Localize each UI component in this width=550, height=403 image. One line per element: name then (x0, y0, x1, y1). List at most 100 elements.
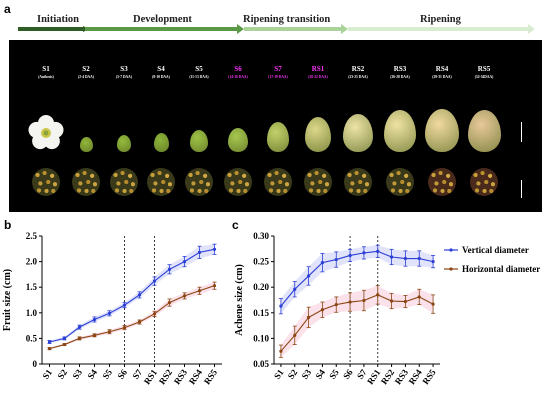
data-point (152, 312, 157, 316)
scale-bar-fruit (521, 122, 522, 142)
achene-cluster-image (386, 168, 414, 196)
legend-label: Vertical diameter (462, 245, 529, 255)
data-point (431, 260, 435, 264)
stage-column: S3 (5-7 DAA) (105, 40, 143, 196)
data-point (197, 250, 202, 254)
phase-label-initiation: Initiation (37, 14, 80, 25)
data-point (47, 340, 52, 344)
data-point (293, 333, 297, 337)
x-tick-label: S3 (70, 367, 84, 381)
y-tick-label: 1.5 (26, 282, 38, 292)
stage-daa: (11-13 DAA) (189, 75, 209, 79)
phase-arrow-ripening-bar (348, 27, 528, 31)
stage-daa: (5-7 DAA) (116, 75, 132, 79)
phase-arrow-development-head (237, 24, 244, 34)
stage-daa: (Anthesis) (38, 75, 54, 79)
data-point (334, 303, 338, 307)
x-tick-label: RS3 (393, 367, 411, 386)
stage-column: S7 (17-19 DAA) (259, 40, 297, 196)
data-point (137, 293, 142, 297)
x-tick-label: RS1 (142, 367, 160, 386)
achene-cluster-image (147, 168, 175, 196)
stage-name: S7 (274, 65, 282, 73)
data-point (107, 330, 112, 334)
stage-name: RS1 (311, 65, 325, 73)
data-point (152, 279, 157, 283)
stage-column: S2 (2-4 DAA) (67, 40, 105, 196)
scale-bar-achene (521, 180, 522, 198)
y-tick-label: 0 (33, 359, 38, 369)
fruit-image (190, 130, 208, 152)
stage-column: RS2 (23-25 DAA) (339, 40, 377, 196)
stage-name: S5 (195, 65, 203, 73)
data-point (348, 300, 352, 304)
x-tick-label: RS1 (365, 367, 383, 386)
y-axis-title: Achene size (cm) (234, 264, 245, 336)
achene-cluster-image (110, 168, 138, 196)
x-tick-label: S1 (40, 367, 54, 381)
phase-arrow-transition-head (341, 24, 348, 34)
stage-column: RS3 (26-28 DAA) (381, 40, 419, 196)
data-point (92, 333, 97, 337)
stage-name: S4 (157, 65, 165, 73)
achene-cluster-image (224, 168, 252, 196)
series-line (280, 294, 434, 352)
series-error-band (49, 244, 215, 344)
x-tick-label: S3 (300, 367, 314, 381)
data-point (279, 349, 283, 353)
x-tick-label: S6 (115, 367, 129, 381)
data-point (107, 311, 112, 315)
y-tick-label: 2.0 (26, 257, 38, 267)
panel-label-b: b (4, 218, 12, 232)
data-point (167, 267, 172, 271)
stage-daa: (32-34DAA) (474, 75, 494, 79)
data-point (334, 257, 338, 262)
data-point (417, 295, 421, 299)
y-tick-label: 0.30 (253, 231, 269, 241)
data-point (293, 287, 297, 291)
y-tick-label: 0.25 (253, 257, 269, 267)
y-tick-label: 0.20 (253, 282, 269, 292)
fruit-image (117, 135, 131, 152)
x-tick-label: S2 (55, 367, 69, 381)
x-tick-label: RS3 (172, 367, 190, 386)
phase-arrow-development-bar (85, 27, 237, 31)
stage-daa: (20-22 DAA) (308, 75, 328, 79)
achene-cluster-image (304, 168, 332, 196)
data-point (62, 336, 67, 340)
series-line (49, 285, 215, 350)
fruit-image (425, 109, 459, 152)
y-tick-label: 2.5 (26, 231, 38, 241)
y-tick-label: 0.10 (253, 333, 269, 343)
y-tick-label: 0.15 (253, 308, 269, 318)
fruit-size-chart: 00.51.01.52.02.5S1 S2 S3 S4 S5 S6 S7RS1RS2RS3R… (2, 231, 222, 386)
achene-cluster-image (470, 168, 498, 196)
legend-label: Horizontal diameter (462, 264, 540, 274)
fruit-image (79, 137, 93, 152)
fruit-image (343, 114, 373, 152)
stage-daa: (23-25 DAA) (348, 75, 368, 79)
x-tick-label: S5 (327, 367, 341, 381)
x-tick-label: S6 (341, 367, 355, 381)
series-line (280, 250, 434, 307)
series-error-band (280, 245, 434, 314)
stage-daa: (8-10 DAA) (152, 75, 170, 79)
data-point (122, 303, 127, 307)
x-tick-label: S2 (286, 367, 300, 381)
x-tick-label: RS2 (157, 367, 175, 386)
strawberry-stage-photo-panel: S1 (Anthesis) S2 (2-4 DAA) S3 (5-7 DAA) S4 (8-1… (9, 40, 542, 212)
phase-label-ripening-transition: Ripening transition (243, 14, 331, 25)
x-tick-label: S4 (313, 367, 327, 381)
series-error-band (280, 285, 434, 358)
legend-marker (449, 248, 453, 252)
fruit-image (305, 117, 331, 152)
stage-name: RS3 (393, 65, 407, 73)
stage-column: RS5 (32-34DAA) (465, 40, 503, 196)
data-point (389, 299, 394, 303)
stage-name: RS5 (477, 65, 491, 73)
fruit-image (153, 133, 169, 152)
data-point (431, 302, 435, 306)
phase-arrow-transition-bar (244, 27, 341, 31)
stage-name: RS2 (351, 65, 365, 73)
data-point (182, 294, 187, 298)
